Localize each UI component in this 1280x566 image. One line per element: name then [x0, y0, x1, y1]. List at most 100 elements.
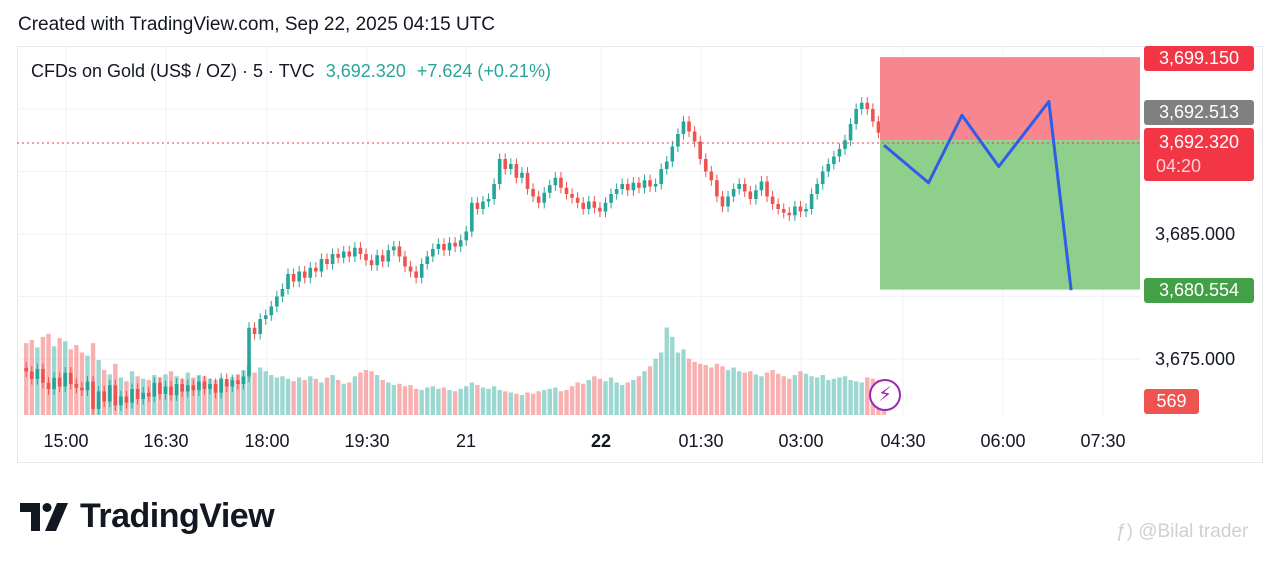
candle-body	[202, 381, 207, 389]
candle-body	[297, 271, 301, 282]
volume-bar	[335, 380, 341, 415]
volume-bar	[408, 385, 413, 415]
candle-body	[252, 327, 257, 334]
volume-bar	[831, 378, 837, 415]
candle-body	[124, 396, 129, 403]
volume-bar	[330, 375, 335, 415]
volume-bar	[341, 383, 346, 415]
lightning-icon[interactable]: ⚡︎	[869, 379, 901, 411]
volume-bar	[603, 381, 608, 415]
candle-body	[815, 184, 819, 194]
volume-bar	[308, 376, 313, 415]
volume-bar	[675, 352, 681, 415]
volume-bar	[787, 378, 792, 415]
candle-body	[497, 159, 502, 184]
volume-bar	[263, 371, 268, 415]
candle-body	[241, 376, 246, 384]
candle-body	[236, 380, 240, 384]
candle-body	[380, 255, 385, 262]
candle-body	[408, 266, 413, 272]
volume-bar	[224, 382, 229, 415]
candle-body	[848, 124, 853, 141]
volume-bar	[608, 377, 614, 415]
candle-body	[737, 184, 741, 189]
candle-body	[369, 260, 374, 266]
candle-body	[486, 199, 491, 202]
candle-body	[664, 161, 669, 169]
volume-bar	[569, 386, 575, 415]
candle-body	[726, 196, 730, 207]
candle-body	[57, 377, 62, 387]
time-axis-label: 15:00	[43, 431, 89, 451]
candle-body	[152, 382, 157, 397]
candle-body	[832, 156, 836, 164]
time-axis-label: 07:30	[1080, 431, 1126, 451]
symbol-legend: CFDs on Gold (US$ / OZ) · 5 · TVC 3,692.…	[31, 61, 551, 82]
volume-bar	[319, 382, 324, 415]
volume-bar	[369, 371, 374, 415]
volume-bar	[285, 378, 291, 415]
volume-bar	[280, 376, 285, 415]
candle-body	[514, 164, 519, 178]
volume-bar	[296, 377, 302, 415]
symbol-title: CFDs on Gold (US$ / OZ) · 5 · TVC	[31, 61, 315, 81]
candle-body	[68, 372, 73, 384]
volume-bar	[252, 372, 257, 415]
volume-bar	[202, 376, 207, 415]
candle-body	[347, 251, 352, 257]
volume-bar	[475, 385, 480, 415]
candle-body	[353, 247, 357, 257]
volume-bar	[697, 363, 703, 415]
volume-bar	[324, 377, 330, 415]
last-price-tag: 3,692.320 04:20	[1144, 128, 1254, 181]
volume-bar	[792, 375, 798, 415]
candle-body	[213, 384, 218, 393]
volume-bar	[664, 327, 669, 415]
time-axis-label: 22	[590, 431, 612, 451]
candle-body	[754, 190, 758, 199]
candle-body	[798, 206, 803, 212]
volume-bar	[547, 388, 552, 415]
candle-body	[637, 182, 641, 188]
candle-body	[375, 255, 379, 266]
watermark-icon: ƒ)	[1116, 521, 1139, 542]
volume-bar	[803, 373, 809, 415]
volume-tag: 569	[1144, 389, 1199, 414]
volume-bar	[313, 378, 319, 415]
candle-body	[820, 171, 825, 184]
candle-body	[397, 246, 402, 257]
volume-bar	[764, 372, 770, 415]
time-axis-label: 21	[455, 431, 477, 451]
volume-bar	[848, 380, 853, 415]
volume-bar	[865, 377, 870, 415]
candle-body	[492, 184, 496, 199]
candle-body	[314, 267, 318, 272]
candle-body	[419, 264, 424, 278]
logo-text: TradingView	[80, 497, 275, 535]
volume-bar	[358, 372, 363, 415]
volume-bar	[759, 376, 764, 415]
projection-line	[883, 100, 1073, 291]
volume-bar	[809, 376, 814, 415]
candle-body	[74, 384, 79, 388]
volume-bar	[447, 390, 452, 415]
volume-bar	[380, 380, 385, 415]
chart-frame[interactable]	[17, 46, 1263, 463]
candle-body	[648, 180, 652, 187]
candle-body	[559, 177, 563, 188]
tradingview-logo: TradingView	[20, 497, 275, 536]
volume-bar	[347, 382, 352, 415]
candle-body	[230, 380, 235, 387]
candle-body	[787, 212, 792, 216]
candle-body	[731, 189, 736, 197]
volume-bar	[363, 370, 369, 415]
candle-body	[809, 194, 814, 209]
volume-bar	[291, 381, 296, 415]
candle-body	[765, 181, 769, 197]
candle-body	[46, 382, 51, 389]
candle-body	[837, 149, 842, 157]
candle-body	[653, 184, 658, 187]
candle-body	[224, 379, 229, 387]
candle-body	[670, 146, 675, 162]
